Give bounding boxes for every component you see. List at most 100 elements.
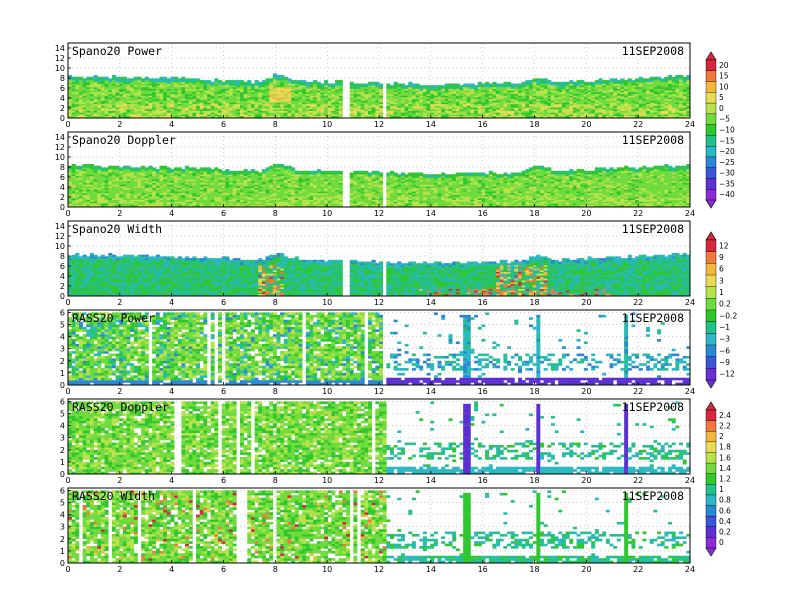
heat-cell: [609, 95, 614, 98]
heat-cell: [97, 199, 102, 202]
heat-cell: [481, 85, 486, 88]
heat-cell: [269, 78, 274, 81]
heat-cell: [507, 95, 512, 98]
heat-cell: [97, 88, 102, 91]
heat-cell: [100, 93, 105, 96]
heat-cell: [218, 93, 223, 96]
heat-cell: [239, 110, 245, 113]
heat-cell: [68, 100, 73, 103]
heat-cell: [386, 107, 391, 110]
heat-cell: [185, 93, 190, 96]
heat-cell: [89, 103, 95, 106]
heat-cell: [155, 189, 160, 192]
heat-cell: [569, 110, 574, 113]
heat-cell: [583, 100, 588, 103]
heat-cell: [254, 191, 259, 194]
heat-cell: [133, 78, 138, 81]
heat-cell: [411, 93, 416, 96]
heat-cell: [682, 102, 687, 105]
heat-cell: [159, 181, 164, 183]
heat-cell: [97, 115, 102, 118]
heat-cell: [100, 80, 105, 83]
heat-cell: [78, 196, 84, 199]
heat-cell: [415, 97, 420, 100]
heat-cell: [196, 92, 201, 94]
heat-cell: [404, 109, 409, 111]
heat-cell: [254, 189, 259, 192]
heat-cell: [141, 201, 146, 204]
heat-cell: [137, 80, 142, 83]
heat-cell: [119, 88, 124, 91]
heat-cell: [68, 174, 73, 177]
heat-cell: [236, 95, 241, 98]
heat-cell: [141, 175, 146, 178]
heat-cell: [576, 92, 581, 94]
heat-cell: [108, 85, 113, 88]
heat-cell: [152, 95, 157, 98]
heat-cell: [177, 115, 182, 118]
heat-cell: [86, 95, 91, 98]
heat-cell: [272, 92, 277, 94]
heat-cell: [71, 196, 76, 199]
heat-cell: [258, 110, 263, 113]
heat-cell: [400, 92, 406, 94]
heat-cell: [243, 182, 248, 185]
heat-cell: [170, 184, 175, 187]
heat-cell: [518, 83, 523, 86]
heat-cell: [108, 194, 113, 197]
heat-cell: [686, 90, 690, 93]
heat-cell: [203, 80, 208, 83]
heat-cell: [214, 102, 219, 105]
heat-cell: [203, 179, 208, 182]
heat-cell: [225, 170, 230, 173]
heat-cell: [122, 187, 127, 190]
heat-cell: [620, 97, 625, 100]
heat-cell: [239, 115, 245, 118]
heat-cell: [572, 115, 577, 118]
heat-cell: [119, 102, 124, 105]
heat-cell: [159, 196, 164, 199]
heat-cell: [203, 109, 208, 111]
heat-cell: [364, 93, 369, 96]
heat-cell: [155, 80, 160, 83]
heat-cell: [265, 81, 270, 84]
heat-cell: [591, 102, 596, 105]
heat-cell: [646, 110, 651, 113]
heat-cell: [627, 105, 632, 108]
heat-cell: [155, 201, 160, 204]
heat-cell: [338, 95, 343, 98]
heat-cell: [565, 103, 570, 106]
heat-cell: [232, 109, 237, 111]
heat-cell: [126, 92, 131, 94]
heat-cell: [111, 88, 116, 91]
heat-cell: [148, 98, 153, 101]
heat-cell: [203, 110, 208, 113]
heat-cell: [93, 182, 98, 185]
heat-cell: [86, 192, 91, 195]
heat-cell: [660, 97, 665, 100]
heat-cell: [133, 192, 138, 195]
heat-cell: [221, 189, 226, 192]
heat-cell: [638, 76, 643, 79]
heat-cell: [444, 85, 449, 88]
heat-cell: [353, 109, 358, 111]
heat-cell: [218, 92, 223, 94]
heat-cell: [71, 92, 76, 94]
heat-cell: [580, 114, 585, 117]
heat-cell: [309, 110, 314, 113]
heat-cell: [78, 115, 84, 118]
heat-cell: [360, 98, 365, 101]
heat-cell: [536, 85, 541, 88]
heat-cell: [177, 181, 182, 183]
heat-cell: [313, 114, 318, 117]
heat-cell: [576, 105, 581, 108]
heat-cell: [287, 95, 292, 98]
heat-cell: [196, 90, 201, 93]
heat-cell: [324, 80, 329, 83]
heat-cell: [86, 164, 91, 166]
heat-cell: [375, 107, 380, 110]
heat-cell: [514, 103, 519, 106]
heat-cell: [141, 167, 146, 170]
heat-cell: [613, 85, 618, 88]
heat-cell: [239, 192, 245, 195]
